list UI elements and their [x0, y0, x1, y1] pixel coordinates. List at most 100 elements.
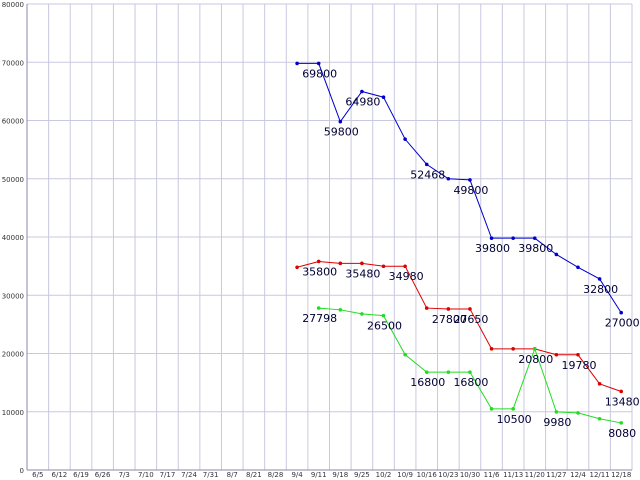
y-tick-label: 0: [20, 467, 24, 475]
x-axis-ticks: 6/5 6/12 6/19 6/26 7/3 7/10 7/17 7/24 7/31 8/7 8/2…: [32, 471, 631, 479]
data-point: [576, 352, 580, 357]
data-point: [403, 137, 407, 141]
data-label: 34980: [389, 270, 424, 283]
data-label: 39800: [518, 242, 553, 255]
data-point: [619, 421, 623, 425]
data-point: [316, 306, 321, 310]
data-point: [576, 411, 580, 415]
data-point: [316, 61, 321, 66]
x-tick-label: 9/18: [332, 471, 348, 479]
series-3: 27798 26500 16800 16800 10500 20800 9980 8080: [302, 306, 636, 440]
x-tick-label: 8/7: [227, 471, 238, 479]
data-label: 9980: [543, 416, 571, 429]
data-label: 27000: [605, 317, 640, 330]
data-label: 16800: [453, 376, 488, 389]
series-1: 69800 59800 64980 52468 49800 39800 39800 32800…: [295, 61, 640, 330]
data-point: [597, 277, 602, 281]
x-tick-label: 7/31: [203, 471, 219, 479]
x-tick-label: 6/5: [32, 471, 43, 479]
series-line: [296, 260, 622, 392]
data-label: 27650: [453, 313, 488, 326]
data-label: 35480: [345, 267, 380, 280]
x-tick-label: 12/11: [589, 471, 609, 479]
data-point: [446, 176, 451, 181]
data-point: [468, 370, 472, 374]
x-tick-label: 10/30: [460, 471, 480, 479]
x-tick-label: 10/2: [376, 471, 392, 479]
data-point: [360, 312, 364, 316]
data-label: 59800: [324, 126, 359, 139]
data-label: 10500: [497, 413, 532, 426]
data-label: 69800: [302, 67, 337, 80]
data-label: 49800: [453, 184, 488, 197]
x-tick-label: 12/4: [570, 471, 586, 479]
x-tick-label: 9/4: [291, 471, 303, 479]
data-point: [403, 352, 407, 357]
data-label: 19780: [561, 359, 596, 372]
data-point: [597, 381, 602, 386]
data-point: [468, 178, 472, 182]
data-point: [338, 119, 343, 124]
x-tick-label: 6/19: [73, 471, 89, 479]
data-point: [360, 261, 364, 266]
data-point: [511, 236, 515, 240]
data-point: [446, 370, 451, 374]
data-point: [619, 310, 623, 315]
data-point: [360, 89, 364, 94]
data-point: [338, 308, 343, 312]
x-tick-label: 9/11: [311, 471, 327, 479]
x-tick-label: 6/26: [95, 471, 111, 479]
data-point: [511, 407, 515, 411]
y-axis-ticks: 0 10000 20000 30000 40000 50000 60000 70000 8000…: [2, 1, 24, 475]
data-point: [554, 352, 559, 357]
y-tick-label: 70000: [2, 59, 24, 67]
data-label: 35800: [302, 265, 337, 278]
x-tick-label: 11/6: [484, 471, 500, 479]
data-point: [446, 307, 451, 311]
y-tick-label: 40000: [2, 234, 24, 242]
data-point: [424, 162, 429, 167]
x-tick-label: 10/9: [397, 471, 413, 479]
x-tick-label: 11/20: [525, 471, 545, 479]
data-point: [554, 252, 559, 257]
y-tick-label: 50000: [2, 176, 24, 184]
data-point: [381, 95, 386, 99]
y-tick-label: 80000: [2, 1, 24, 9]
axes: [26, 4, 632, 471]
data-point: [468, 307, 472, 311]
y-tick-label: 60000: [2, 118, 24, 126]
data-point: [597, 416, 602, 421]
x-tick-label: 7/10: [138, 471, 154, 479]
x-tick-label: 10/16: [417, 471, 438, 479]
data-point: [489, 347, 494, 351]
x-tick-label: 9/25: [354, 471, 370, 479]
y-tick-label: 10000: [2, 409, 24, 417]
x-tick-label: 8/28: [268, 471, 284, 479]
x-tick-label: 12/18: [611, 471, 631, 479]
x-tick-label: 7/17: [160, 471, 176, 479]
data-point: [403, 264, 407, 269]
data-point: [316, 259, 321, 264]
data-label: 26500: [367, 320, 402, 333]
data-label: 32800: [583, 283, 618, 296]
x-tick-label: 11/27: [546, 471, 566, 479]
data-point: [381, 264, 386, 269]
data-point: [532, 347, 537, 351]
data-label: 64980: [345, 95, 380, 108]
data-point: [532, 236, 537, 240]
data-point: [554, 410, 559, 414]
data-point: [424, 306, 429, 310]
x-tick-label: 11/13: [503, 471, 523, 479]
x-tick-label: 8/21: [246, 471, 262, 479]
y-tick-label: 20000: [2, 351, 24, 359]
data-point: [511, 347, 515, 351]
data-point: [489, 236, 494, 240]
series-line: [297, 62, 622, 313]
x-tick-label: 7/3: [119, 471, 130, 479]
data-point: [381, 313, 386, 318]
x-tick-label: 10/23: [438, 471, 458, 479]
data-label: 16800: [410, 376, 445, 389]
data-point: [619, 389, 623, 394]
